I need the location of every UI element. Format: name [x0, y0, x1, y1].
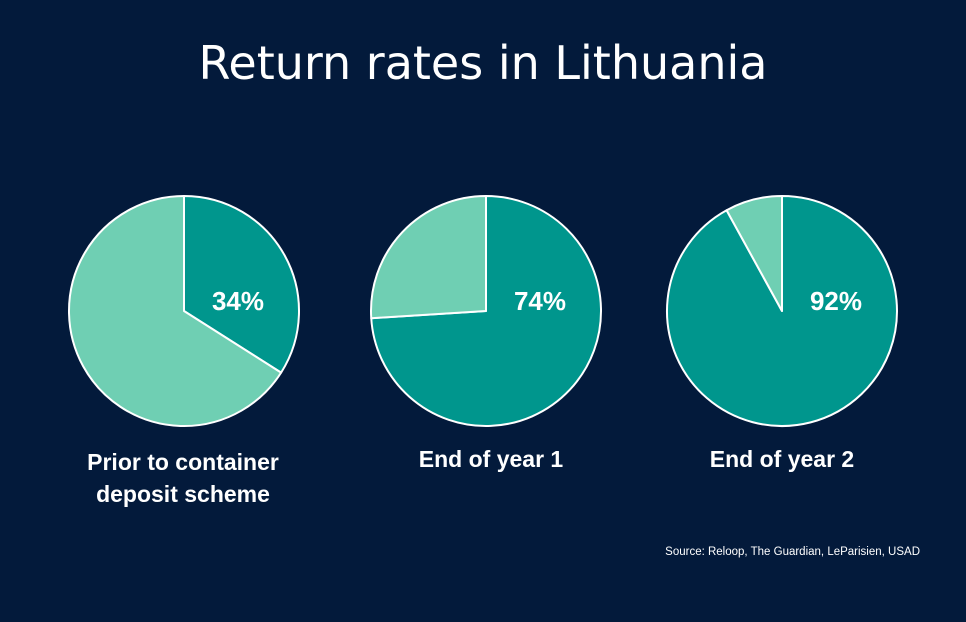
- source-note: Source: Reloop, The Guardian, LeParisien…: [665, 546, 920, 558]
- pie-chart-1: 34%: [68, 195, 300, 427]
- pie-caption-2: End of year 1: [341, 443, 641, 475]
- pie-1-value-label: 34%: [212, 286, 264, 316]
- pie-3-slice-not-returned: [725, 195, 783, 312]
- pie-caption-3: End of year 2: [632, 443, 932, 475]
- pie-caption-2-line-1: End of year 1: [418, 446, 564, 472]
- pie-caption-3-line-1: End of year 2: [709, 446, 855, 472]
- pie-caption-1-line-1: Prior to container: [87, 449, 279, 475]
- chart-title: Return rates in Lithuania: [198, 36, 768, 90]
- pie-chart-3: 92%: [666, 195, 898, 427]
- pie-chart-2: 74%: [370, 195, 602, 427]
- pie-caption-1: Prior to container deposit scheme: [33, 446, 333, 510]
- pie-2-value-label: 74%: [514, 286, 566, 316]
- pie-caption-1-line-2: deposit scheme: [96, 481, 270, 507]
- pie-3-value-label: 92%: [810, 286, 862, 316]
- pie-1-slice-not-returned: [68, 195, 283, 427]
- pie-2-slice-not-returned: [370, 195, 487, 320]
